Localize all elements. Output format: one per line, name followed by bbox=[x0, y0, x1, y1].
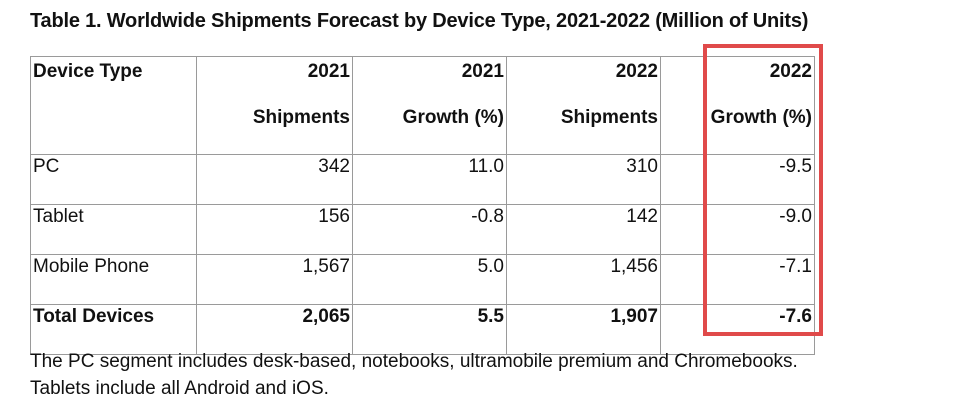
header-label: Device Type bbox=[33, 61, 143, 82]
table-header-row: Device Type 2021 Shipments 2021 Growth (… bbox=[30, 56, 815, 155]
cell-2021-growth: 5.0 bbox=[352, 254, 507, 305]
table-title: Table 1. Worldwide Shipments Forecast by… bbox=[30, 10, 809, 32]
cell-2022-growth: -9.0 bbox=[660, 204, 815, 255]
header-2021-shipments: 2021 Shipments bbox=[196, 56, 353, 155]
cell-2021-growth: 5.5 bbox=[352, 304, 507, 355]
header-metric: Shipments bbox=[560, 107, 658, 128]
table-row: PC 342 11.0 310 -9.5 bbox=[30, 154, 815, 205]
table-total-row: Total Devices 2,065 5.5 1,907 -7.6 bbox=[30, 304, 815, 355]
header-2022-growth: 2022 Growth (%) bbox=[660, 56, 815, 155]
footnote-line: The PC segment includes desk-based, note… bbox=[30, 351, 798, 372]
cell-2022-growth: -7.1 bbox=[660, 254, 815, 305]
cell-2022-shipments: 1,456 bbox=[506, 254, 661, 305]
cell-2022-shipments: 310 bbox=[506, 154, 661, 205]
cell-2021-shipments: 342 bbox=[196, 154, 353, 205]
cell-device: Tablet bbox=[30, 204, 197, 255]
cell-2021-growth: 11.0 bbox=[352, 154, 507, 205]
header-device-type: Device Type bbox=[30, 56, 197, 155]
cell-device: Total Devices bbox=[30, 304, 197, 355]
cell-2021-shipments: 1,567 bbox=[196, 254, 353, 305]
header-metric: Growth (%) bbox=[710, 107, 812, 128]
cell-device: Mobile Phone bbox=[30, 254, 197, 305]
cell-2022-growth: -9.5 bbox=[660, 154, 815, 205]
table-row: Tablet 156 -0.8 142 -9.0 bbox=[30, 204, 815, 255]
footnote-line: Tablets include all Android and iOS. bbox=[30, 378, 329, 399]
cell-device: PC bbox=[30, 154, 197, 205]
cell-2022-shipments: 142 bbox=[506, 204, 661, 255]
shipments-table: Device Type 2021 Shipments 2021 Growth (… bbox=[30, 56, 815, 355]
header-2022-shipments: 2022 Shipments bbox=[506, 56, 661, 155]
cell-2021-shipments: 156 bbox=[196, 204, 353, 255]
table-row: Mobile Phone 1,567 5.0 1,456 -7.1 bbox=[30, 254, 815, 305]
cell-2021-growth: -0.8 bbox=[352, 204, 507, 255]
cell-2022-growth: -7.6 bbox=[660, 304, 815, 355]
header-year: 2022 bbox=[615, 61, 658, 82]
cell-2022-shipments: 1,907 bbox=[506, 304, 661, 355]
header-year: 2021 bbox=[307, 61, 350, 82]
header-year: 2021 bbox=[461, 61, 504, 82]
cell-2021-shipments: 2,065 bbox=[196, 304, 353, 355]
header-metric: Shipments bbox=[252, 107, 350, 128]
header-metric: Growth (%) bbox=[402, 107, 504, 128]
footnotes: The PC segment includes desk-based, note… bbox=[30, 348, 798, 402]
header-year: 2022 bbox=[769, 61, 812, 82]
header-2021-growth: 2021 Growth (%) bbox=[352, 56, 507, 155]
